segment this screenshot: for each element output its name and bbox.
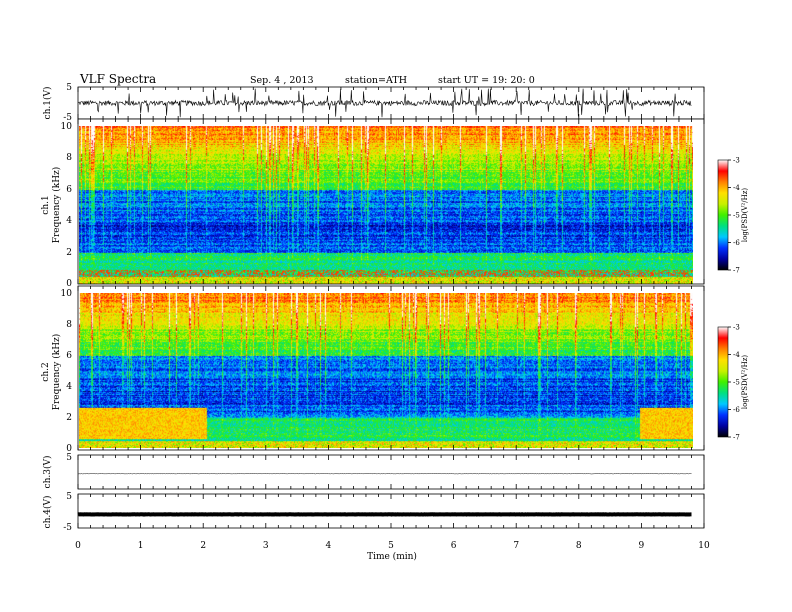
ch2-freq-tick-10: 10 bbox=[61, 289, 73, 299]
station-label: station=ATH bbox=[345, 75, 407, 86]
time-tick-label: 4 bbox=[326, 541, 332, 551]
ch4-waveform-panel: 5 -5 ch.4(V) bbox=[42, 492, 705, 533]
ch3-waveform-ylabel: ch.3(V) bbox=[42, 456, 53, 489]
ch4-waveform-ylabel: ch.4(V) bbox=[42, 496, 53, 529]
ch4-ytick-top: 5 bbox=[66, 492, 72, 502]
ch1-freq-tick-2: 2 bbox=[66, 248, 72, 258]
figure-title: VLF Spectra bbox=[79, 72, 156, 86]
ch1-spectrogram-panel: 10 8 6 4 2 0 ch.1 Frequency (kHz) bbox=[41, 118, 705, 289]
colorbar-tick-label: -4 bbox=[733, 351, 740, 359]
time-tick-label: 5 bbox=[388, 541, 394, 551]
ch2-spectrogram-channel-label: ch.2 bbox=[41, 362, 51, 381]
colorbar-tick-label: -6 bbox=[733, 239, 740, 247]
time-tick-label: 9 bbox=[639, 541, 645, 551]
time-tick-label: 6 bbox=[451, 541, 457, 551]
ch1-colorbar-swatch bbox=[717, 159, 729, 271]
ch1-waveform-panel: 5 -5 ch.1(V) bbox=[42, 83, 705, 123]
colorbar-tick-label: -5 bbox=[733, 212, 740, 220]
ch2-freq-tick-4: 4 bbox=[66, 382, 72, 392]
time-tick-label: 7 bbox=[513, 541, 519, 551]
colorbar-tick-label: -5 bbox=[733, 379, 740, 387]
time-axis-ticks: 0 1 2 3 4 5 6 7 8 9 10 bbox=[75, 87, 710, 551]
start-time-label: start UT = 19: 20: 0 bbox=[438, 75, 535, 86]
ch3-ytick-top: 5 bbox=[66, 453, 72, 463]
ch2-spectrogram-heatmap bbox=[79, 293, 693, 448]
ch2-colorbar-swatch bbox=[717, 326, 729, 438]
ch1-waveform-trace bbox=[77, 88, 692, 118]
time-tick-label: 1 bbox=[138, 541, 144, 551]
colorbar-tick-label: -4 bbox=[733, 184, 740, 192]
ch1-freq-tick-4: 4 bbox=[66, 216, 72, 226]
ch3-waveform-panel: 5 ch.3(V) bbox=[42, 453, 705, 490]
ch1-spectrogram-channel-label: ch.1 bbox=[41, 195, 51, 214]
ch1-colorbar: -3 -4 -5 -6 -7 log(PSD(V²/Hz) bbox=[717, 157, 749, 275]
colorbar-tick-label: -7 bbox=[733, 434, 740, 442]
time-tick-label: 10 bbox=[698, 541, 710, 551]
ch1-freq-tick-0: 0 bbox=[66, 279, 72, 289]
ch1-freq-tick-10: 10 bbox=[61, 122, 73, 132]
colorbar-tick-label: -7 bbox=[733, 267, 740, 275]
ch1-freq-tick-8: 8 bbox=[66, 153, 72, 163]
ch1-spectrogram-heatmap bbox=[79, 126, 693, 284]
time-tick-label: 0 bbox=[75, 541, 81, 551]
ch4-ytick-bottom: -5 bbox=[63, 523, 72, 533]
ch2-spectrogram-ylabel: Frequency (kHz) bbox=[51, 334, 62, 411]
time-tick-label: 3 bbox=[263, 541, 269, 551]
ch3-waveform-frame bbox=[77, 454, 705, 490]
ch2-freq-tick-0: 0 bbox=[66, 444, 72, 454]
colorbar-tick-label: -3 bbox=[733, 157, 740, 165]
ch2-spectrogram-panel: 10 8 6 4 2 0 ch.2 Frequency (kHz) bbox=[41, 285, 705, 454]
time-axis-label: Time (min) bbox=[367, 551, 417, 562]
ch1-ytick-top: 5 bbox=[66, 83, 72, 93]
ch2-colorbar: -3 -4 -5 -6 -7 log(PSD(V²/Hz) bbox=[717, 324, 749, 442]
ch4-waveform-frame bbox=[77, 493, 705, 529]
ch1-waveform-ylabel: ch.1(V) bbox=[42, 87, 53, 120]
ch1-ytick-bottom: -5 bbox=[63, 113, 72, 123]
ch2-freq-tick-2: 2 bbox=[66, 413, 72, 423]
ch2-colorbar-label: log(PSD(V²/Hz) bbox=[741, 355, 749, 410]
ch3-waveform-trace bbox=[77, 473, 692, 475]
time-tick-label: 8 bbox=[576, 541, 582, 551]
colorbar-tick-label: -3 bbox=[733, 324, 740, 332]
ch1-freq-tick-6: 6 bbox=[66, 185, 72, 195]
ch2-freq-tick-8: 8 bbox=[66, 320, 72, 330]
ch1-colorbar-label: log(PSD(V²/Hz) bbox=[741, 188, 749, 243]
colorbar-tick-label: -6 bbox=[733, 406, 740, 414]
time-tick-label: 2 bbox=[200, 541, 206, 551]
ch1-spectrogram-ylabel: Frequency (kHz) bbox=[51, 167, 62, 244]
date-label: Sep. 4 , 2013 bbox=[250, 75, 314, 86]
ch2-freq-tick-6: 6 bbox=[66, 351, 72, 361]
